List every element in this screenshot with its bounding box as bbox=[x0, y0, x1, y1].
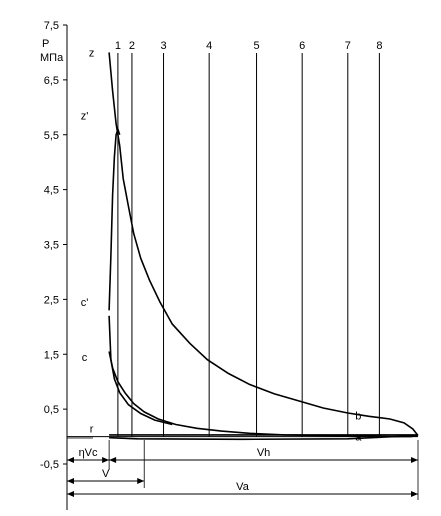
dimension-arrow-end bbox=[102, 457, 110, 463]
dimension-label: Vh bbox=[257, 447, 270, 459]
dimension-label: V bbox=[102, 468, 110, 480]
y-tick-label: 6,5 bbox=[44, 75, 59, 87]
series-curve-3 bbox=[108, 351, 419, 438]
point-label: r bbox=[90, 423, 94, 435]
point-label: c' bbox=[81, 297, 89, 309]
ref-line-label: 7 bbox=[345, 40, 351, 52]
dimension-label: Va bbox=[236, 481, 250, 493]
y-tick-label: 3,5 bbox=[44, 240, 59, 252]
ref-line-label: 2 bbox=[129, 40, 135, 52]
y-tick-label: 2,5 bbox=[44, 294, 59, 306]
series-curve-1 bbox=[108, 52, 419, 437]
dimension-arrow-start bbox=[67, 457, 74, 463]
dimension-arrow-start bbox=[67, 491, 74, 497]
y-axis-label: P bbox=[42, 38, 49, 50]
point-label: a bbox=[355, 432, 362, 444]
dimension-label: ηVc bbox=[79, 447, 98, 459]
point-label: b bbox=[355, 411, 361, 423]
dimension-arrow-end bbox=[411, 491, 418, 497]
ref-line-label: 8 bbox=[376, 40, 382, 52]
series-curve-4 bbox=[108, 315, 173, 426]
y-tick-label: 4,5 bbox=[44, 185, 59, 197]
y-tick-label: 0,5 bbox=[44, 404, 59, 416]
ref-line-label: 1 bbox=[115, 40, 121, 52]
point-label: z' bbox=[81, 111, 89, 123]
y-tick-label: -0,5 bbox=[40, 459, 59, 471]
dimension-arrow-end bbox=[411, 457, 418, 463]
ref-line-label: 6 bbox=[299, 40, 305, 52]
y-tick-label: 7,5 bbox=[44, 20, 59, 32]
y-tick-label: 5,5 bbox=[44, 130, 59, 142]
ref-line-label: 5 bbox=[253, 40, 259, 52]
dimension-arrow-start bbox=[109, 457, 117, 463]
series-curve-2 bbox=[108, 126, 121, 311]
series-curve-6 bbox=[109, 434, 419, 441]
dimension-arrow-start bbox=[67, 478, 74, 484]
point-label: z bbox=[89, 47, 95, 59]
ref-line-label: 4 bbox=[206, 40, 212, 52]
point-label: c bbox=[82, 352, 88, 364]
dimension-arrow-end bbox=[137, 478, 145, 484]
y-tick-label: 1,5 bbox=[44, 349, 59, 361]
y-axis-unit: МПа bbox=[40, 52, 64, 64]
ref-line-label: 3 bbox=[160, 40, 166, 52]
